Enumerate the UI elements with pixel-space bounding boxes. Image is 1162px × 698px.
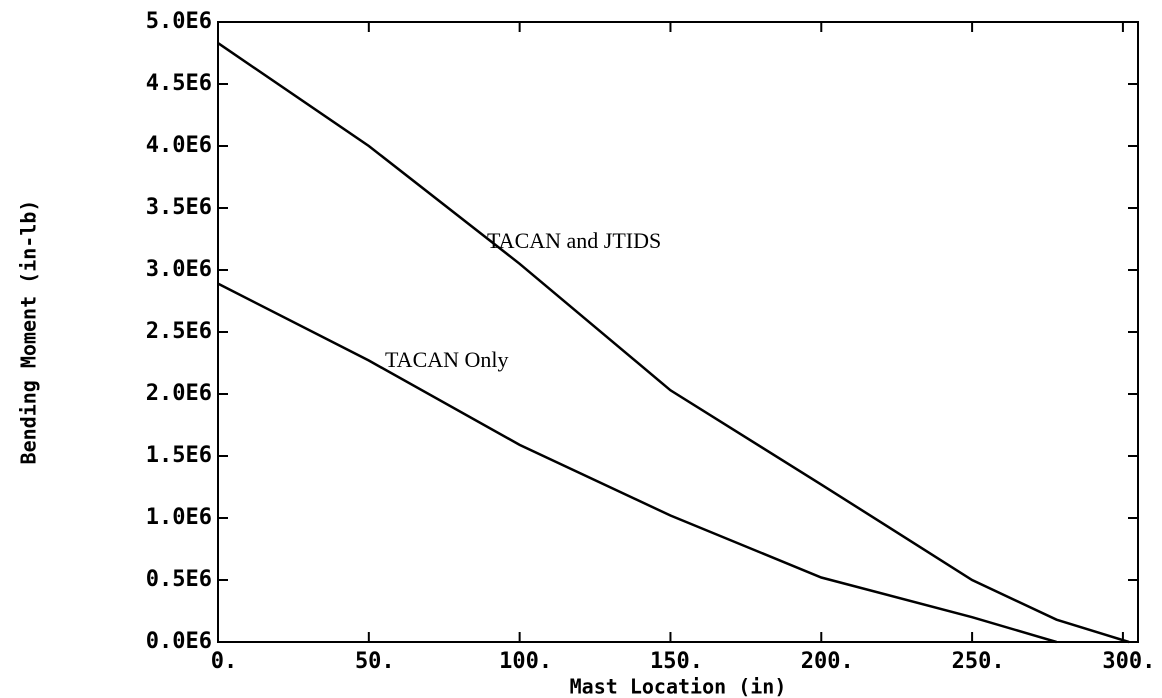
x-tick-label: 200. xyxy=(801,649,854,674)
y-axis-label: Bending Moment (in-lb) xyxy=(17,200,41,465)
x-tick-label: 250. xyxy=(952,649,1005,674)
x-tick-label: 300. xyxy=(1102,649,1155,674)
y-tick-label: 5.0E6 xyxy=(146,9,212,34)
series-line xyxy=(217,282,1057,644)
x-tick-label: 50. xyxy=(355,649,395,674)
y-tick-label: 4.5E6 xyxy=(146,71,212,96)
y-tick-label: 4.0E6 xyxy=(146,133,212,158)
annotation: TACAN and JTIDS xyxy=(487,228,661,253)
x-tick-label: 0. xyxy=(211,649,238,674)
y-tick-label: 3.0E6 xyxy=(146,257,212,282)
x-tick-label: 150. xyxy=(650,649,703,674)
y-tick-label: 2.5E6 xyxy=(146,319,212,344)
annotation: TACAN Only xyxy=(385,347,509,372)
y-tick-label: 0.0E6 xyxy=(146,629,212,654)
y-tick-label: 1.5E6 xyxy=(146,443,212,468)
x-axis-label: Mast Location (in) xyxy=(570,675,787,698)
x-tick-label: 100. xyxy=(499,649,552,674)
y-tick-label: 0.5E6 xyxy=(146,567,212,592)
series-line xyxy=(217,42,1130,644)
y-tick-label: 3.5E6 xyxy=(146,195,212,220)
y-tick-label: 2.0E6 xyxy=(146,381,212,406)
y-tick-label: 1.0E6 xyxy=(146,505,212,530)
plot-frame xyxy=(217,21,1139,643)
